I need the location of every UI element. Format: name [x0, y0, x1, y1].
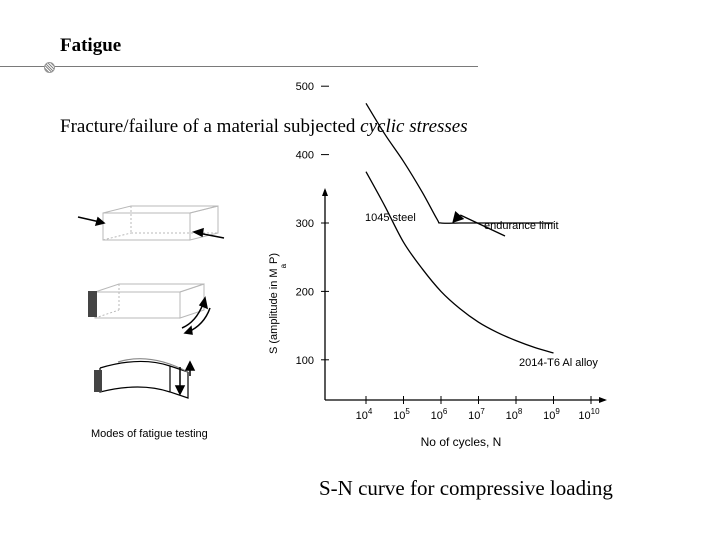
torsion-load-arrow-icon	[174, 360, 196, 396]
y-tick-label: 100	[296, 355, 314, 367]
bending-load-arrow-icon	[181, 296, 211, 335]
chart-axes	[322, 188, 607, 403]
y-axis-arrow-icon	[322, 188, 328, 196]
fixed-clamp-icon	[88, 291, 97, 317]
axial-loading-specimen	[102, 205, 219, 241]
x-axis-arrow-icon	[599, 397, 607, 403]
chart-labels: 1045 steel 2014-T6 Al alloy endurance limi…	[268, 211, 598, 449]
x-tick-label: 1010	[578, 407, 600, 422]
annotation-arrow-head-icon	[452, 211, 465, 223]
series-line-steel	[365, 102, 554, 224]
y-tick-label: 400	[296, 150, 314, 162]
y-tick-label: 500	[296, 81, 314, 93]
y-axis-label: S (amplitude in MaP)	[268, 253, 288, 354]
x-tick-label: 108	[506, 407, 523, 422]
series-label-aluminum: 2014-T6 Al alloy	[519, 357, 598, 369]
series-line-aluminum	[365, 171, 554, 354]
divider-bullet-icon	[44, 62, 55, 73]
y-tick-label: 200	[296, 286, 314, 298]
slide-title: Fatigue	[60, 35, 122, 56]
torsion-clamp-icon	[94, 370, 102, 392]
chart-ticks: 100 200 300 400 500 104 105 106 107 108 109 1010	[296, 81, 600, 422]
annotation-endurance-limit: endurance limit	[484, 220, 559, 232]
x-tick-label: 107	[468, 407, 485, 422]
annotation-arrow-line	[459, 214, 506, 237]
x-tick-label: 109	[543, 407, 560, 422]
slide-subtitle: Fracture/failure of a material subjected…	[60, 116, 468, 138]
sn-curve-caption: S-N curve for compressive loading	[319, 476, 613, 500]
subtitle-emphasis: cyclic stresses	[360, 116, 468, 137]
x-axis-label: No of cycles, N	[421, 435, 502, 449]
bending-specimen	[94, 283, 205, 319]
series-label-steel: 1045 steel	[365, 212, 416, 224]
title-divider	[0, 66, 478, 67]
axial-load-arrow-icon	[77, 216, 225, 239]
subtitle-text: Fracture/failure of a material subjected	[60, 116, 361, 137]
y-tick-label: 300	[296, 218, 314, 230]
x-tick-label: 105	[393, 407, 410, 422]
testing-modes-caption: Modes of fatigue testing	[91, 428, 208, 440]
x-tick-label: 106	[431, 407, 448, 422]
x-tick-label: 104	[356, 407, 373, 422]
chart-series	[365, 102, 554, 354]
